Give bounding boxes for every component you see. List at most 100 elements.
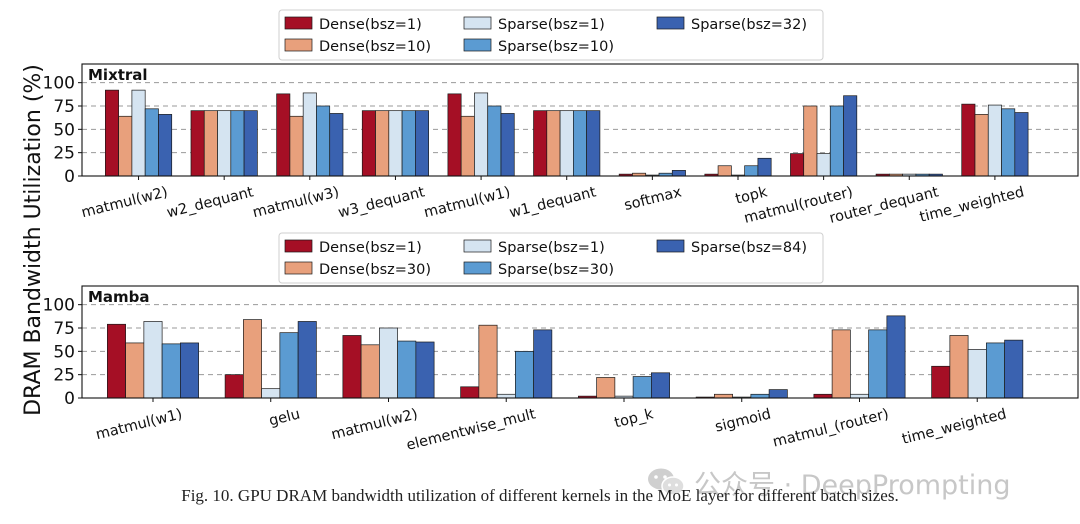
x-tick-label: matmul(w2) <box>80 184 170 221</box>
x-tick-label: w1_dequant <box>508 184 598 221</box>
y-tick-label: 50 <box>53 342 75 362</box>
y-tick-label: 25 <box>53 144 75 164</box>
figure-caption: Fig. 10. GPU DRAM bandwidth utilization … <box>181 486 899 505</box>
x-tick-label: w3_dequant <box>337 184 427 221</box>
y-axis-label: DRAM Bandwidth Utilization (%) <box>21 64 46 416</box>
legend: Dense(bsz=1) Dense(bsz=30) Sparse(bsz=1) Sp… <box>278 232 824 284</box>
bar <box>203 110 218 177</box>
panel-title: Mixtral <box>88 66 148 84</box>
chart-panels: matmul(w2)w2_dequantmatmul(w3)w3_dequant… <box>43 9 1079 454</box>
bar <box>217 110 232 177</box>
bar <box>360 344 380 399</box>
x-tick-label: sigmoid <box>713 406 772 435</box>
legend-label: Dense(bsz=1) <box>319 17 422 33</box>
legend-swatch <box>463 38 492 52</box>
bar <box>342 335 362 399</box>
watermark: 公众号 · DeepPrompting <box>646 462 1066 502</box>
bar <box>289 115 304 177</box>
bar <box>717 165 732 177</box>
legend-swatch <box>463 239 492 253</box>
bar <box>515 350 534 399</box>
y-tick-label: 75 <box>53 97 75 117</box>
panel-title: Mamba <box>88 288 150 306</box>
bar <box>974 114 989 177</box>
bar <box>829 105 844 177</box>
bar <box>460 386 480 399</box>
x-tick-label: elementwise_mult <box>405 406 538 454</box>
bar <box>415 341 435 399</box>
bar <box>496 393 516 399</box>
bar <box>447 93 462 177</box>
legend-label: Dense(bsz=1) <box>319 240 422 256</box>
legend-label: Sparse(bsz=84) <box>691 240 807 256</box>
legend-swatch <box>463 16 492 30</box>
bar <box>671 170 686 177</box>
legend-swatch <box>284 239 313 253</box>
x-tick-label: matmul(w1) <box>94 406 184 443</box>
bar <box>986 342 1005 399</box>
legend-label: Sparse(bsz=32) <box>691 17 807 33</box>
bar <box>224 374 244 399</box>
bar <box>105 89 119 177</box>
watermark-text: 公众号 · DeepPrompting <box>694 469 1011 501</box>
bar <box>261 388 281 399</box>
chart-panel-mixtral: matmul(w2)w2_dequantmatmul(w3)w3_dequant… <box>43 9 1079 227</box>
bar <box>316 105 331 177</box>
bar <box>768 389 788 399</box>
bar <box>533 329 553 399</box>
bar <box>1014 112 1029 177</box>
x-tick-label: matmul(w3) <box>251 184 341 221</box>
plot-frame <box>81 285 1079 399</box>
y-tick-label: 0 <box>64 389 75 409</box>
y-tick-label: 75 <box>53 319 75 339</box>
bar <box>401 110 416 177</box>
y-tick-label: 50 <box>53 120 75 140</box>
bar <box>361 110 376 177</box>
bar <box>651 372 670 399</box>
bar <box>744 165 759 177</box>
legend-swatch <box>284 261 313 275</box>
bar <box>1004 339 1024 399</box>
bar <box>868 329 888 399</box>
bar <box>831 329 851 399</box>
bar <box>987 104 1002 177</box>
bar <box>243 319 262 399</box>
legend-swatch <box>656 16 685 30</box>
bar <box>632 376 652 399</box>
bar <box>474 92 489 177</box>
bar <box>850 393 869 399</box>
bar <box>118 115 133 177</box>
bar <box>886 315 906 399</box>
bar <box>533 110 548 177</box>
bar <box>500 113 515 177</box>
x-tick-label: gelu <box>267 406 301 429</box>
bar <box>559 110 574 177</box>
bar <box>161 343 181 399</box>
bar <box>750 393 770 399</box>
bar <box>1001 108 1016 177</box>
bar <box>949 335 969 399</box>
bar <box>843 95 858 177</box>
x-tick-label: matmul_(router) <box>771 406 890 450</box>
legend-frame <box>278 9 824 61</box>
bar <box>478 324 498 399</box>
bar <box>546 110 561 177</box>
legend-label: Dense(bsz=10) <box>319 39 431 55</box>
bar <box>190 110 205 177</box>
bar <box>131 89 146 177</box>
legend-frame <box>278 232 824 284</box>
legend: Dense(bsz=1) Dense(bsz=10) Sparse(bsz=1) Sp… <box>278 9 824 61</box>
y-tick-label: 100 <box>43 296 75 316</box>
bar <box>230 110 245 177</box>
bar <box>297 321 317 399</box>
legend-swatch <box>463 261 492 275</box>
bar <box>158 114 173 177</box>
legend-label: Dense(bsz=30) <box>319 262 431 278</box>
legend-swatch <box>284 38 313 52</box>
wechat-icon <box>648 468 685 496</box>
bar <box>757 157 772 177</box>
bar <box>931 365 951 399</box>
bar <box>143 321 163 399</box>
bar <box>144 108 159 177</box>
